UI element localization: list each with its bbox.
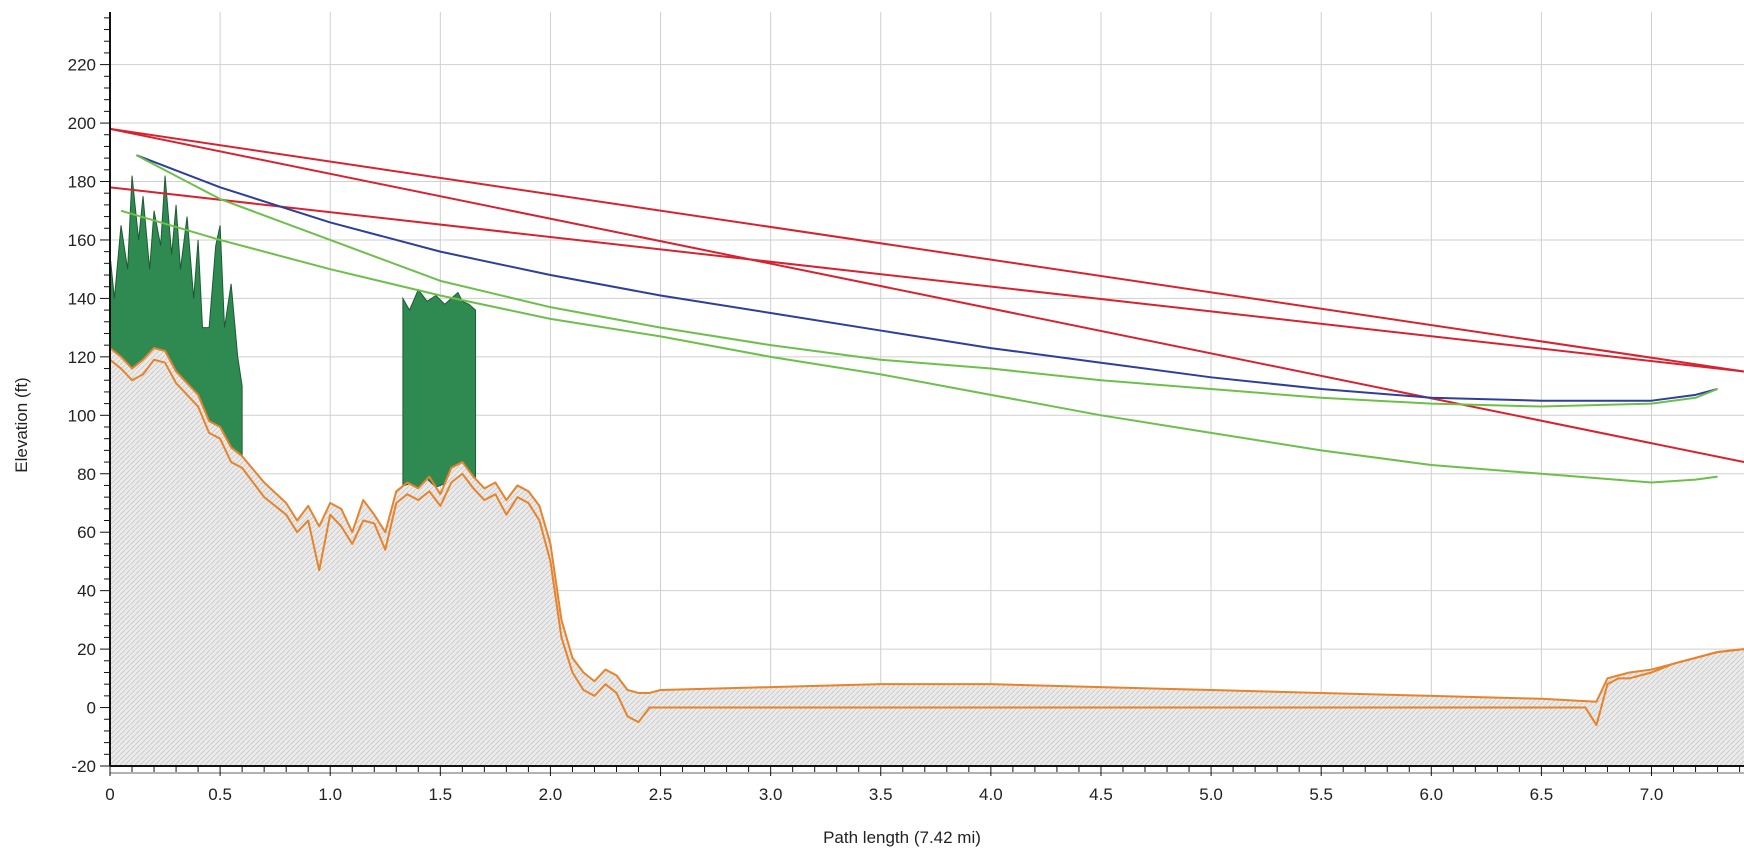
series-line-terrain-upper [110, 347, 1744, 703]
y-tick-label: 160 [68, 231, 96, 250]
x-tick-label: 1.5 [429, 785, 453, 804]
y-tick-label: 20 [77, 640, 96, 659]
series-line-red-3 [110, 186, 1744, 373]
series-line-red-2 [110, 127, 1744, 464]
x-tick-label: 6.0 [1419, 785, 1443, 804]
y-tick-label: 40 [77, 582, 96, 601]
y-tick-label: 220 [68, 56, 96, 75]
y-tick-label: 120 [68, 348, 96, 367]
x-tick-label: 5.0 [1199, 785, 1223, 804]
x-tick-label: 4.0 [979, 785, 1003, 804]
series-line-green-upper [135, 154, 1718, 408]
series-line-blue [136, 154, 1718, 402]
axes [100, 12, 1744, 776]
x-axis-ticks: 0 0.5 1.0 1.5 2.0 2.5 3.0 3.5 4.0 4.5 5.0 5.5 6.0 6.5… [105, 785, 1663, 804]
x-tick-label: 6.5 [1530, 785, 1554, 804]
x-tick-label: 5.5 [1309, 785, 1333, 804]
x-axis-title: Path length (7.42 mi) [823, 828, 981, 847]
vegetation-block-2 [402, 288, 477, 489]
y-tick-label: 140 [68, 289, 96, 308]
series-line-terrain-lower [110, 358, 1744, 727]
grid-lines [110, 12, 1744, 767]
series-line-green-lower [120, 209, 1718, 484]
x-tick-label: 0.5 [208, 785, 232, 804]
x-tick-label: 1.0 [318, 785, 342, 804]
y-tick-label: 200 [68, 114, 96, 133]
terrain-area [110, 348, 1744, 766]
y-tick-label: 80 [77, 465, 96, 484]
x-tick-label: 3.0 [759, 785, 783, 804]
y-tick-label: 180 [68, 173, 96, 192]
x-tick-label: 4.5 [1089, 785, 1113, 804]
y-axis-ticks: -20 0 20 40 60 80 100 120 140 160 180 200 220 [68, 56, 96, 776]
terrain-fill [110, 348, 1744, 766]
y-axis-title: Elevation (ft) [12, 377, 31, 472]
series-lines [110, 127, 1744, 727]
y-tick-label: 0 [87, 699, 96, 718]
x-tick-label: 3.5 [869, 785, 893, 804]
x-tick-label: 2.5 [649, 785, 673, 804]
x-tick-label: 0 [105, 785, 114, 804]
x-tick-label: 7.0 [1640, 785, 1664, 804]
y-tick-label: -20 [71, 757, 96, 776]
series-line-red-1 [110, 127, 1744, 373]
y-tick-label: 60 [77, 523, 96, 542]
y-tick-label: 100 [68, 406, 96, 425]
x-tick-label: 2.0 [539, 785, 563, 804]
